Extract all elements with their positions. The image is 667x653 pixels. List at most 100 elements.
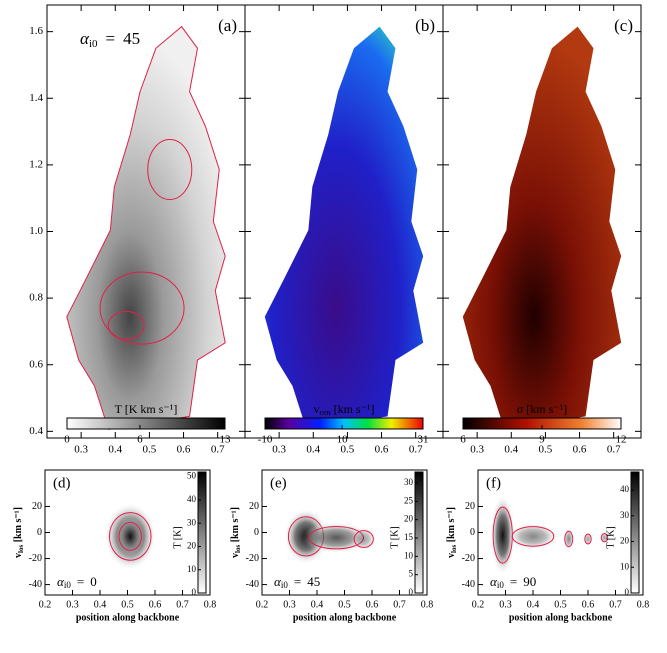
colorbar-tick-label: 15 <box>404 532 414 542</box>
x-tick-label: 0.6 <box>366 599 379 610</box>
y-tick-label: -20 <box>29 553 42 564</box>
alpha-annotation: αi0 = 45 <box>274 574 320 590</box>
x-tick-label: 0.6 <box>149 599 162 610</box>
y-tick-label: -40 <box>29 579 42 590</box>
y-label-sub: los <box>450 545 458 553</box>
x-tick-label: 0.3 <box>66 599 79 610</box>
colorbar-tick-label: 10 <box>187 564 197 574</box>
x-tick-label: 0.4 <box>306 444 320 456</box>
y-label-sub: los <box>234 545 242 553</box>
x-tick-label: 0.4 <box>311 599 324 610</box>
colorbar-tick-label: 0 <box>192 587 197 597</box>
colorbar-tick-label: 13 <box>220 434 232 446</box>
colorbar-label-main: T [K km s⁻¹] <box>115 402 178 416</box>
y-label-rest: [km s⁻¹] <box>446 507 457 545</box>
panel-letter: (b) <box>415 16 435 35</box>
colorbar-tick-label: 6 <box>137 434 143 446</box>
x-tick-label: 0.4 <box>504 444 518 456</box>
contour <box>118 521 142 551</box>
y-label-rest: [km s⁻¹] <box>13 507 24 545</box>
colorbar-label-main: σ [km s⁻¹] <box>517 402 567 416</box>
y-tick-label: 1.6 <box>29 25 43 37</box>
x-tick-label: 0.5 <box>143 444 157 456</box>
y-tick-label: 0.8 <box>29 292 43 304</box>
colorbar <box>66 417 226 430</box>
y-tick-label: -20 <box>246 553 259 564</box>
y-label-main: v <box>230 553 241 558</box>
colorbar-label: σ [km s⁻¹] <box>517 402 567 416</box>
x-tick-label: 0.3 <box>283 599 296 610</box>
y-tick-label: -40 <box>246 579 259 590</box>
contour <box>147 139 193 201</box>
x-tick-label: 0.4 <box>94 599 107 610</box>
y-tick-label: 0 <box>254 527 259 538</box>
y-tick-label: 20 <box>465 501 475 512</box>
alpha-annotation: αi0 = 45 <box>80 29 140 50</box>
colorbar-tick-label: 30 <box>404 477 414 487</box>
x-tick-label: 0.5 <box>554 599 567 610</box>
colorbar-tick-label: 0 <box>64 434 70 446</box>
y-tick-label: 0.6 <box>29 358 43 370</box>
x-tick-label: 0.6 <box>177 444 191 456</box>
colorbar-label: T [K] <box>389 526 400 548</box>
y-label-sub: los <box>17 545 25 553</box>
alpha-eq: = <box>294 574 301 589</box>
x-tick-label: 0.3 <box>272 444 286 456</box>
y-axis-label: vlos [km s⁻¹] <box>230 507 241 558</box>
colorbar-tick-label: 20 <box>620 536 630 546</box>
colorbar-tick-label: 10 <box>337 434 349 446</box>
colorbar-tick-label: 10 <box>620 561 630 571</box>
x-tick-label: 0.6 <box>573 444 587 456</box>
colorbar-label-main: v <box>313 402 319 416</box>
y-tick-label: 0.4 <box>29 425 43 437</box>
colorbar-label: T [K] <box>605 526 616 548</box>
colorbar-tick-label: 12 <box>616 434 627 446</box>
colorbar <box>414 471 424 594</box>
y-axis-label: vlos [km s⁻¹] <box>446 507 457 558</box>
alpha-eq: = <box>510 574 517 589</box>
x-tick-label: 0.7 <box>609 599 622 610</box>
colorbar-tick-label: 40 <box>187 494 197 504</box>
colorbar-label-sub: cen <box>319 408 330 417</box>
colorbar-tick-label: 30 <box>187 517 197 527</box>
contour <box>564 530 574 548</box>
y-tick-label: 1.0 <box>29 225 43 237</box>
x-axis-label: position along backbone <box>293 612 397 623</box>
x-tick-label: 0.8 <box>637 599 650 610</box>
alpha-sub: i0 <box>64 580 72 590</box>
colorbar-tick-label: 20 <box>404 514 414 524</box>
colorbar-tick-label: 0 <box>409 587 414 597</box>
contour <box>584 533 592 545</box>
alpha-sub: i0 <box>281 580 289 590</box>
colorbar-tick-label: 6 <box>460 434 466 446</box>
alpha-eq: = <box>77 574 84 589</box>
alpha-eq: = <box>106 29 116 48</box>
x-tick-label: 0.2 <box>472 599 485 610</box>
spectrum-emission <box>507 522 559 551</box>
panel-letter: (d) <box>53 475 71 491</box>
x-axis-label: position along backbone <box>76 612 180 623</box>
colorbar-tick-label: 40 <box>620 484 630 494</box>
x-tick-label: 0.8 <box>421 599 434 610</box>
x-tick-label: 0.5 <box>338 599 351 610</box>
contour <box>511 526 555 547</box>
contour <box>353 530 374 548</box>
x-tick-label: 0.7 <box>607 444 621 456</box>
y-label-rest: [km s⁻¹] <box>230 507 241 545</box>
colorbar-tick-label: 5 <box>409 569 414 579</box>
spectrum-emission <box>302 521 371 554</box>
alpha-symbol: α <box>80 29 90 48</box>
x-tick-label: 0.5 <box>121 599 134 610</box>
x-tick-label: 0.6 <box>582 599 595 610</box>
y-tick-label: 0 <box>37 527 42 538</box>
x-tick-label: 0.3 <box>74 444 88 456</box>
x-axis-label: position along backbone <box>509 612 613 623</box>
x-tick-label: 0.2 <box>39 599 52 610</box>
colorbar-label: T [K] <box>172 526 183 548</box>
panel-letter: (f) <box>486 475 501 491</box>
alpha-symbol: α <box>274 574 282 589</box>
x-tick-label: 0.3 <box>499 599 512 610</box>
y-tick-label: 20 <box>32 501 42 512</box>
contour <box>99 271 185 345</box>
y-tick-label: 1.2 <box>29 158 43 170</box>
